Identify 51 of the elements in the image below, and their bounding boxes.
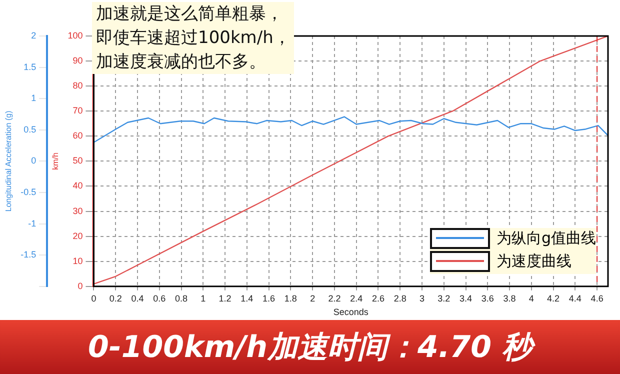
x-tick-label: 0.6 xyxy=(153,293,166,304)
x-tick-label: 4.6 xyxy=(590,293,604,304)
annotation: 加速度衰减的也不多。 xyxy=(96,51,267,74)
x-tick-label: 2.4 xyxy=(350,293,363,304)
annotation: 即使车速超过100km/h， xyxy=(96,27,290,50)
y-tick-label: 60 xyxy=(72,130,83,141)
x-tick-label: 3.4 xyxy=(459,293,472,304)
y2-tick-label: -1.5 xyxy=(20,250,36,260)
y-tick-label: 10 xyxy=(72,256,83,266)
x-tick-label: 2.2 xyxy=(328,293,341,304)
x-tick-label: 4.2 xyxy=(547,293,560,304)
y-axis-title: km/h xyxy=(51,152,60,170)
x-tick-label: 2 xyxy=(310,293,316,304)
y2-tick-label: -0.5 xyxy=(20,186,36,197)
y2-tick-label: 1.5 xyxy=(24,62,36,72)
y2-tick-label: 2 xyxy=(31,30,36,40)
x-tick-label: 3.8 xyxy=(503,293,516,304)
y2-tick-label: 0 xyxy=(31,156,36,166)
x-tick-label: 1.4 xyxy=(240,293,254,304)
x-tick-label: 3 xyxy=(419,293,424,304)
y-tick-label: 40 xyxy=(72,180,83,191)
y-tick-label: 30 xyxy=(72,206,83,216)
x-tick-label: 1.2 xyxy=(218,293,232,304)
x-tick-label: 1 xyxy=(200,293,206,304)
y-tick-label: 20 xyxy=(72,230,83,241)
y2-tick-label: 0.5 xyxy=(24,124,36,134)
y2-tick-label: 1 xyxy=(31,93,36,104)
y2-tick-label: -1 xyxy=(28,218,36,228)
x-tick-label: 0.2 xyxy=(109,293,122,304)
y-tick-label: 0 xyxy=(78,280,83,291)
x-tick-label: 3.6 xyxy=(481,293,494,304)
x-tick-label: 0.4 xyxy=(131,293,144,304)
y-tick-label: 90 xyxy=(72,56,83,66)
x-axis-title: Seconds xyxy=(333,307,369,318)
text: 加速就是这么简单粗暴， xyxy=(96,3,284,26)
y-tick-label: 70 xyxy=(72,106,83,116)
x-tick-label: 1.6 xyxy=(262,293,276,304)
x-tick-label: 0 xyxy=(91,293,96,304)
x-tick-label: 4 xyxy=(528,293,534,304)
x-tick-label: 3.2 xyxy=(438,293,450,304)
y2-axis-title: Longitudinal Acceleration (g) xyxy=(4,110,14,212)
legend-label: 为速度曲线 xyxy=(496,252,572,271)
y-tick-label: 80 xyxy=(72,80,83,91)
x-tick-label: 2.6 xyxy=(372,293,384,304)
x-tick-label: 0.8 xyxy=(175,293,188,304)
y-tick-label: 100 xyxy=(68,30,83,40)
x-tick-label: 1.8 xyxy=(284,293,297,304)
y-tick-label: 50 xyxy=(72,156,83,166)
legend-label: 为纵向g值曲线 xyxy=(496,229,596,248)
x-tick-label: 4.4 xyxy=(568,293,582,304)
x-tick-label: 2.8 xyxy=(394,293,406,304)
